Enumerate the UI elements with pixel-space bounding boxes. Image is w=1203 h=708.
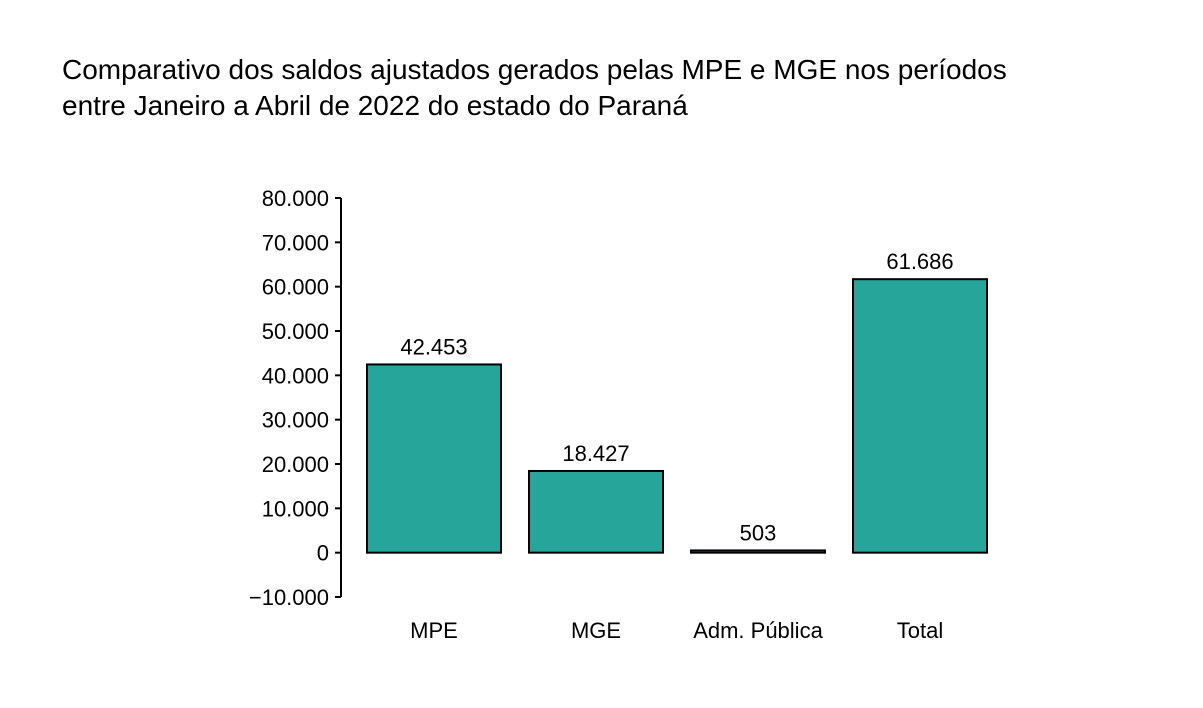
x-tick-label: MGE xyxy=(571,618,621,643)
x-tick-label: Adm. Pública xyxy=(693,618,823,643)
category-labels: MPE MGE Adm. Pública Total xyxy=(410,618,943,643)
y-axis: −10.000 0 10.000 20.000 30.000 40.000 50.000 60… xyxy=(249,186,342,610)
y-tick-label: 0 xyxy=(317,541,329,566)
y-tick-label: 10.000 xyxy=(262,496,329,521)
y-tick-label: 60.000 xyxy=(262,275,329,300)
y-tick-label: 70.000 xyxy=(262,230,329,255)
y-tick-label: −10.000 xyxy=(249,585,329,610)
bar-value-label: 503 xyxy=(740,520,777,545)
x-tick-label: MPE xyxy=(410,618,458,643)
y-tick-label: 30.000 xyxy=(262,408,329,433)
bar xyxy=(366,363,502,554)
bar-value-label: 61.686 xyxy=(886,249,953,274)
x-tick-label: Total xyxy=(897,618,943,643)
y-tick-label: 40.000 xyxy=(262,363,329,388)
chart-title: Comparativo dos saldos ajustados gerados… xyxy=(62,54,1007,121)
value-labels: 42.453 18.427 503 61.686 xyxy=(400,249,953,545)
bar xyxy=(690,549,826,554)
y-tick-label: 20.000 xyxy=(262,452,329,477)
y-tick-label: 50.000 xyxy=(262,319,329,344)
bar-value-label: 18.427 xyxy=(562,441,629,466)
y-tick-label: 80.000 xyxy=(262,186,329,211)
bar xyxy=(852,278,988,554)
bar-value-label: 42.453 xyxy=(400,334,467,359)
bars xyxy=(366,278,988,554)
bar xyxy=(528,469,664,554)
